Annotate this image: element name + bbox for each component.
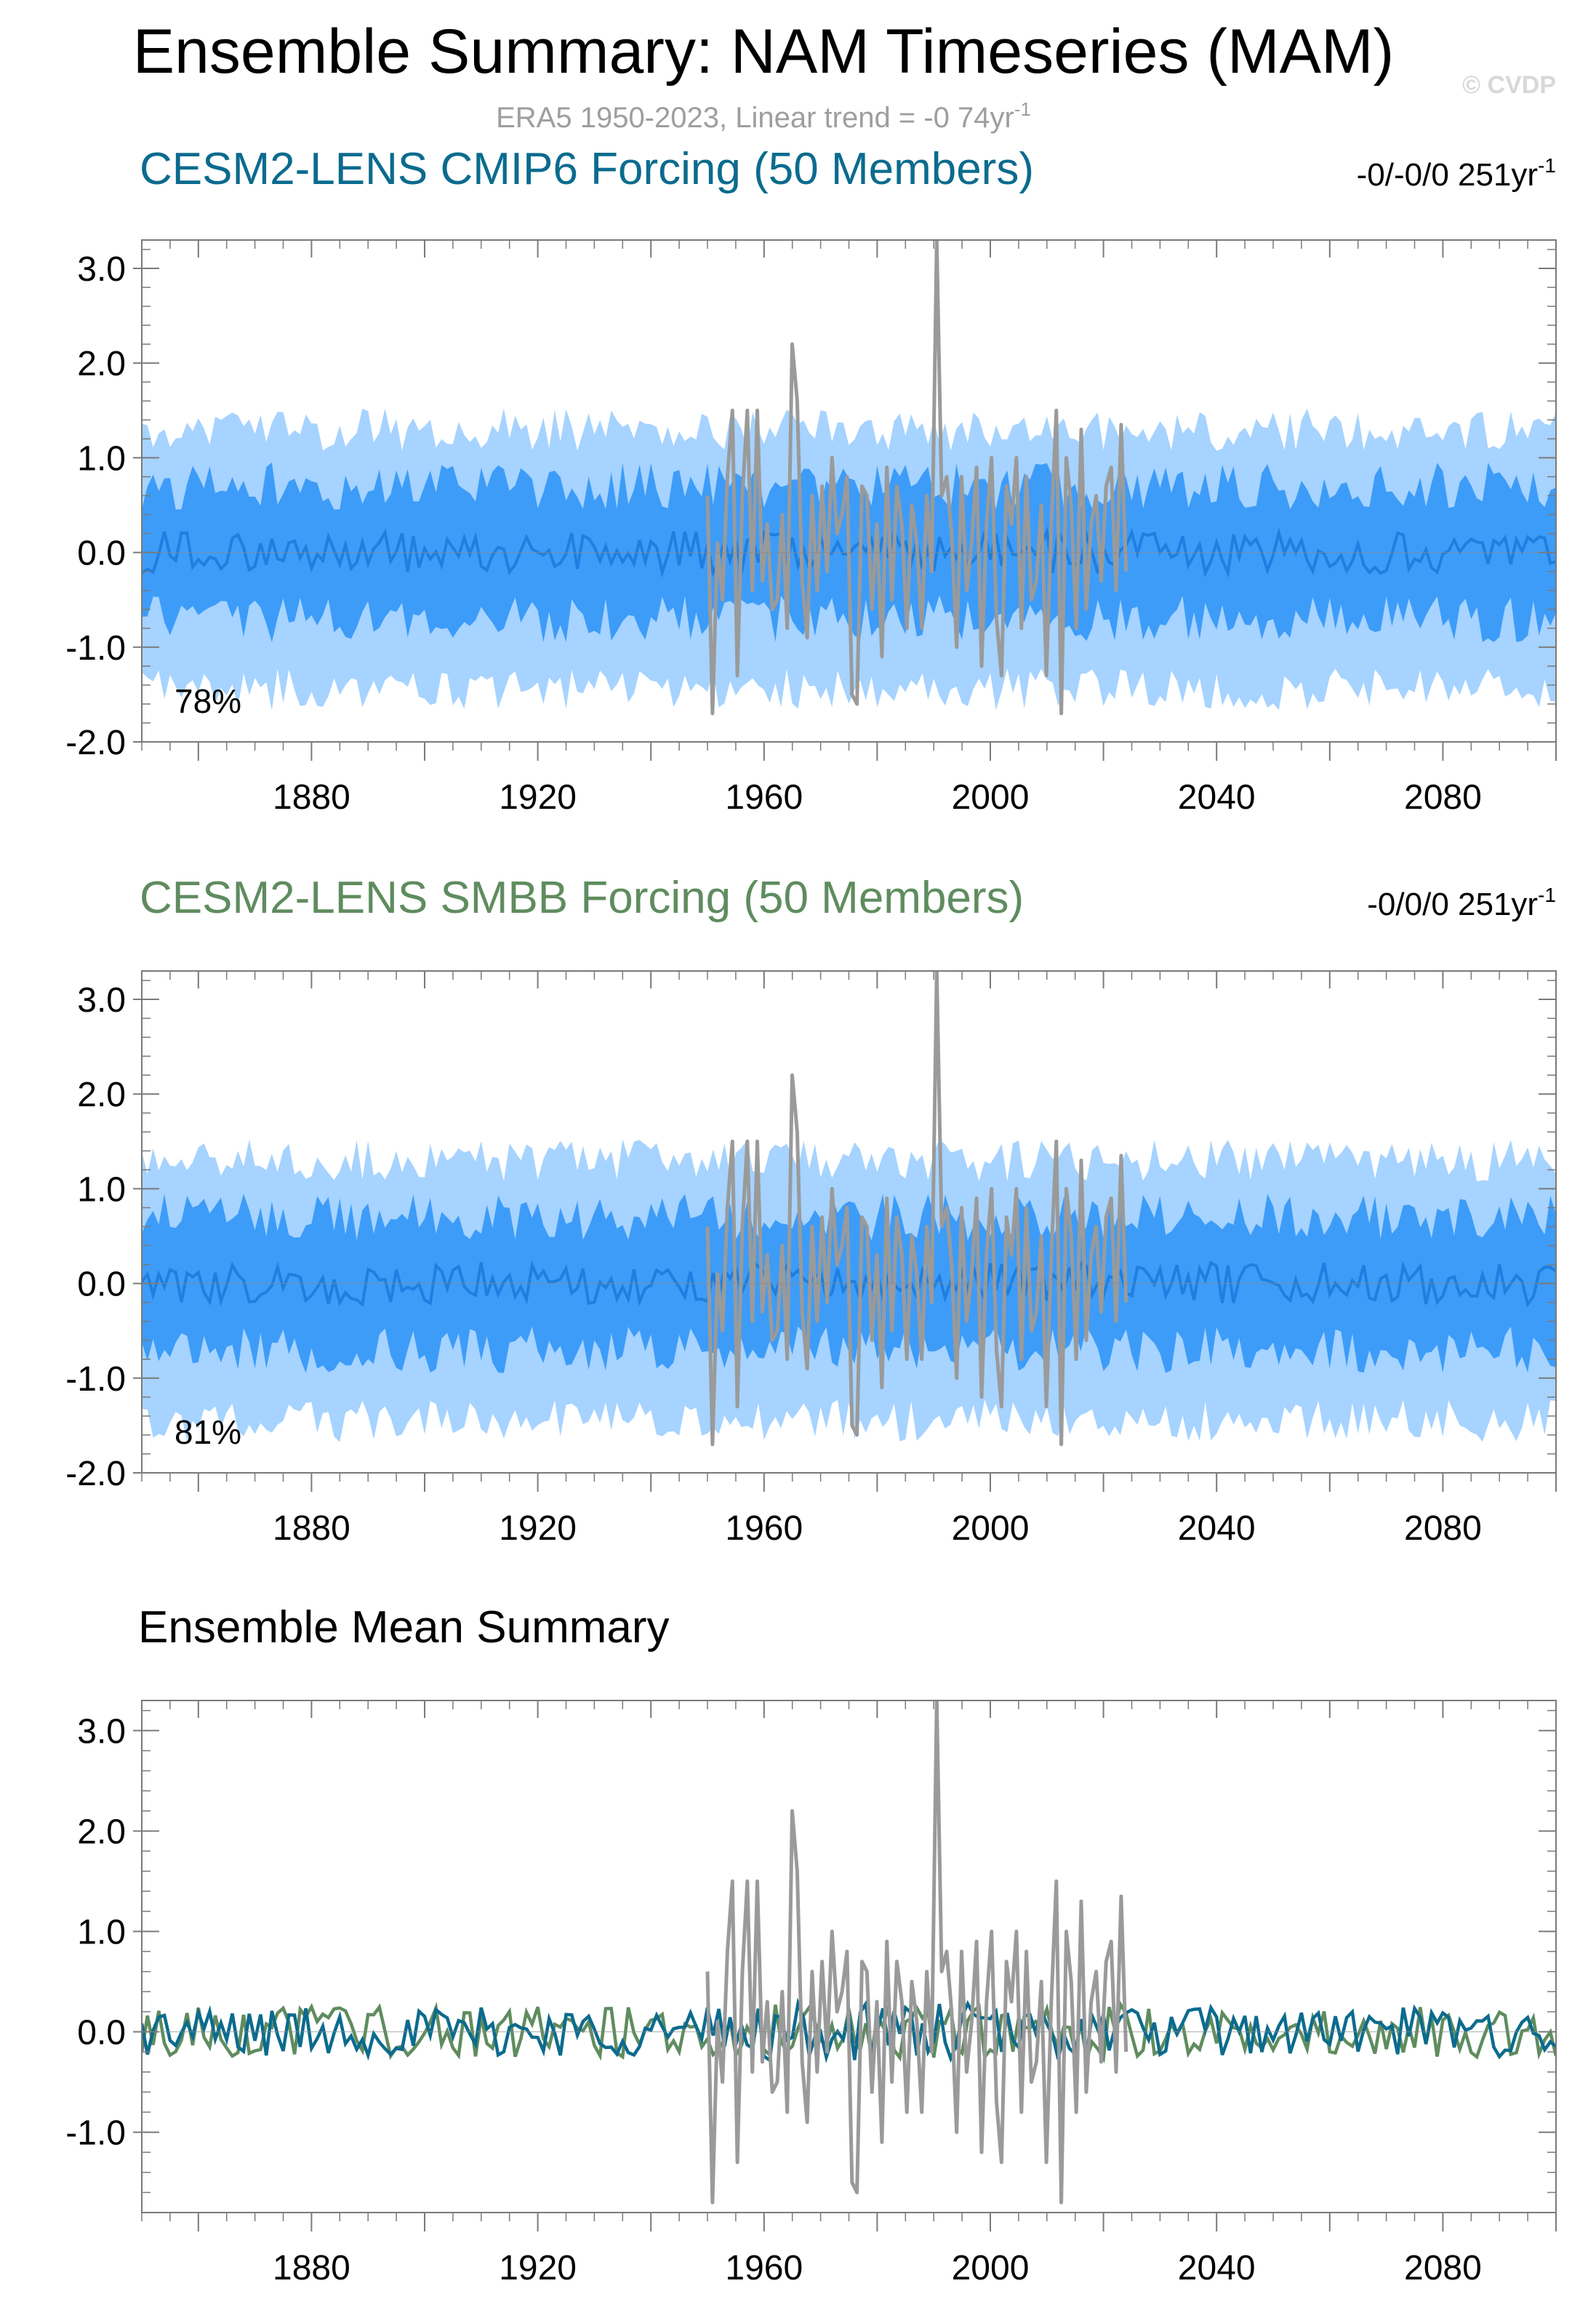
subtitle: ERA5 1950-2023, Linear trend = -0 74yr-1 — [496, 98, 1031, 134]
x-tick-label: 2000 — [952, 2249, 1030, 2287]
era5-observed-line — [705, 971, 1128, 1447]
y-tick-label: -1.0 — [65, 629, 126, 668]
x-tick-label: 2080 — [1404, 1509, 1482, 1548]
main-title: Ensemble Summary: NAM Timeseries (MAM) — [133, 17, 1395, 87]
x-tick-label: 1880 — [273, 778, 350, 817]
x-tick-label: 1880 — [273, 2249, 350, 2287]
y-tick-label: 2.0 — [77, 345, 126, 383]
plot-area-ensemble-mean: 3.0 2.0 1.0 0.0 -1.0 1880 1920 1960 2000 2040 2080 — [65, 1700, 1557, 2287]
x-tick-label: 2080 — [1404, 2249, 1482, 2287]
x-tick-label: 2040 — [1178, 778, 1256, 817]
trend-text-smbb: -0/0/0 251yr — [1367, 887, 1538, 922]
y-tick-label: 0.0 — [77, 535, 126, 573]
x-tick-label: 2080 — [1404, 778, 1482, 817]
x-tick-label: 2040 — [1178, 1509, 1256, 1548]
y-tick-label: 2.0 — [77, 1076, 126, 1114]
y-tick-label: 3.0 — [77, 1712, 126, 1751]
y-tick-label: -2.0 — [65, 1455, 126, 1493]
x-tick-label: 1960 — [725, 1509, 803, 1548]
y-tick-label: 3.0 — [77, 250, 126, 289]
panel-cmip6: CESM2-LENS CMIP6 Forcing (50 Members) -0… — [65, 144, 1557, 817]
percent-label-smbb: 81% — [175, 1413, 241, 1451]
x-tick-label: 1920 — [499, 2249, 577, 2287]
trend-sup-smbb: -1 — [1538, 884, 1556, 906]
y-tick-label: 3.0 — [77, 981, 126, 1020]
percent-label-cmip6: 78% — [175, 682, 241, 720]
era5-observed-line — [705, 240, 1128, 716]
copyright: © CVDP — [1462, 71, 1556, 99]
trend-text-cmip6: -0/-0/0 251yr — [1357, 157, 1538, 193]
x-tick-label: 2000 — [952, 1509, 1030, 1548]
plot-clip-cmip6 — [142, 240, 1556, 716]
subtitle-text: ERA5 1950-2023, Linear trend = -0 74yr — [496, 102, 1014, 134]
y-tick-label: 2.0 — [77, 1813, 126, 1851]
y-tick-label: 1.0 — [77, 1913, 126, 1951]
y-tick-label: 0.0 — [77, 2014, 126, 2053]
y-tick-label: -1.0 — [65, 1360, 126, 1399]
x-tick-label: 1960 — [725, 778, 803, 817]
panel-title-smbb: CESM2-LENS SMBB Forcing (50 Members) — [140, 873, 1024, 923]
panel-ensemble-mean: Ensemble Mean Summary 3.0 2.0 1.0 0.0 -1.0 18… — [65, 1602, 1557, 2287]
y-tick-label: 0.0 — [77, 1266, 126, 1304]
panel-title-ensemble-mean: Ensemble Mean Summary — [138, 1602, 670, 1652]
plot-area-smbb: 3.0 2.0 1.0 0.0 -1.0 -2.0 1880 1920 1960 2000 2040… — [65, 970, 1557, 1548]
x-tick-label: 2000 — [952, 778, 1030, 817]
era5-observed-line — [705, 1700, 1128, 2205]
subtitle-sup: -1 — [1014, 98, 1031, 120]
x-tick-label: 2040 — [1178, 2249, 1256, 2287]
trend-sup-cmip6: -1 — [1538, 154, 1556, 177]
plot-clip-smbb — [142, 971, 1556, 1447]
x-tick-label: 1880 — [273, 1509, 350, 1548]
x-tick-label: 1920 — [499, 1509, 577, 1548]
trend-label-smbb: -0/0/0 251yr-1 — [1367, 884, 1556, 922]
trend-label-cmip6: -0/-0/0 251yr-1 — [1357, 154, 1556, 193]
panel-title-cmip6: CESM2-LENS CMIP6 Forcing (50 Members) — [140, 144, 1034, 194]
plot-area-cmip6: 3.0 2.0 1.0 0.0 -1.0 -2.0 1880 1920 1960 2000 2040… — [65, 239, 1557, 817]
y-tick-label: 1.0 — [77, 439, 126, 478]
y-tick-label: -2.0 — [65, 724, 126, 762]
y-tick-label: 1.0 — [77, 1170, 126, 1209]
y-tick-label: -1.0 — [65, 2114, 126, 2153]
x-tick-label: 1920 — [499, 778, 577, 817]
x-tick-label: 1960 — [725, 2249, 803, 2287]
panel-smbb: CESM2-LENS SMBB Forcing (50 Members) -0/… — [65, 873, 1557, 1548]
plot-clip-ensemble-mean — [142, 1700, 1556, 2205]
